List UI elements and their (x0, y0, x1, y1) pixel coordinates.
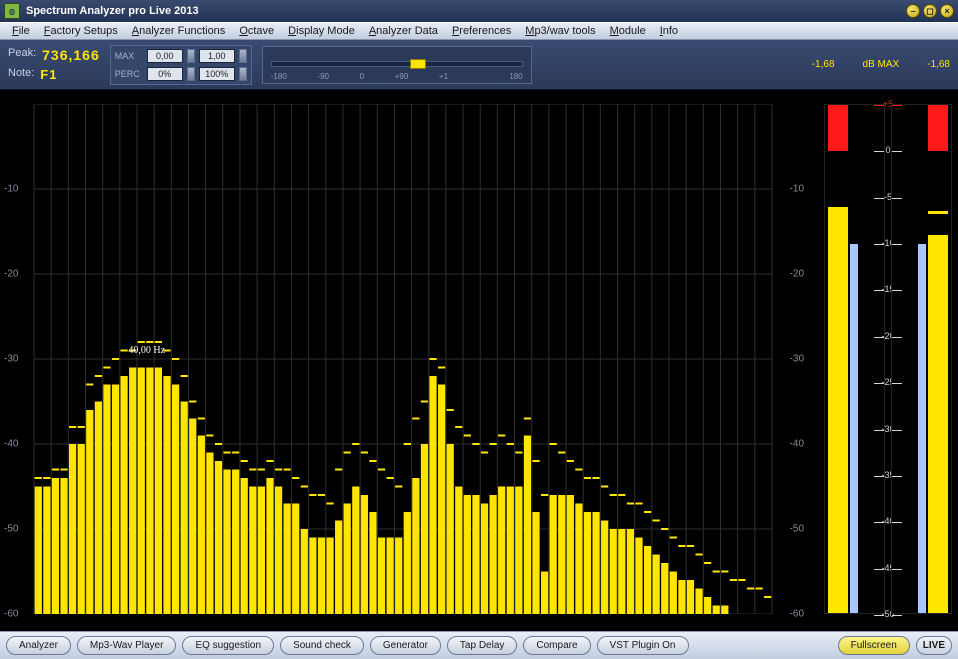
work-area: 40,00 Hz -10-20-30-40-50-60 -10-20-30-40… (0, 90, 958, 631)
menu-analyzer-functions[interactable]: Analyzer Functions (126, 24, 232, 38)
menu-file[interactable]: File (6, 24, 36, 38)
perc-a-step[interactable] (187, 67, 195, 81)
note-value: F1 (40, 67, 57, 82)
db-label: dB MAX (863, 59, 900, 70)
menu-analyzer-data[interactable]: Analyzer Data (363, 24, 444, 38)
btn-tap-delay[interactable]: Tap Delay (447, 636, 517, 655)
max-a-field[interactable]: 0,00 (147, 49, 183, 63)
db-right: -1,68 (927, 59, 950, 70)
btn-vst-plugin-on[interactable]: VST Plugin On (597, 636, 689, 655)
y-axis-right: -10-20-30-40-50-60 (776, 104, 804, 614)
perc-b-field[interactable]: 100% (199, 67, 235, 81)
db-left: -1,68 (812, 59, 835, 70)
btn-live[interactable]: LIVE (916, 636, 952, 655)
btn-sound-check[interactable]: Sound check (280, 636, 364, 655)
peak-value: 736,166 (42, 47, 100, 63)
app-icon: ◍ (4, 3, 20, 19)
close-button[interactable]: × (940, 4, 954, 18)
menu-module[interactable]: Module (604, 24, 652, 38)
perc-a-field[interactable]: 0% (147, 67, 183, 81)
max-a-step[interactable] (187, 49, 195, 63)
info-strip: Peak: 736,166 Note: F1 MAX 0,00 1,00 PER… (0, 40, 958, 90)
perc-label: PERC (115, 69, 143, 79)
btn-fullscreen[interactable]: Fullscreen (838, 636, 910, 655)
svg-text:40,00 Hz: 40,00 Hz (128, 345, 165, 356)
max-b-field[interactable]: 1,00 (199, 49, 235, 63)
peak-label: Peak: (8, 47, 36, 63)
spectrum-svg: 40,00 Hz (4, 104, 802, 614)
pan-track (271, 61, 523, 67)
btn-eq-suggestion[interactable]: EQ suggestion (182, 636, 274, 655)
button-bar: Analyzer Mp3-Wav Player EQ suggestion Sound… (0, 631, 958, 659)
titlebar: ◍ Spectrum Analyzer pro Live 2013 – ◻ × (0, 0, 958, 22)
menu-octave[interactable]: Octave (233, 24, 280, 38)
menu-factory-setups[interactable]: Factory Setups (38, 24, 124, 38)
menu-preferences[interactable]: Preferences (446, 24, 517, 38)
max-perc-box: MAX 0,00 1,00 PERC 0% 100% (110, 45, 252, 85)
menubar: FileFactory SetupsAnalyzer FunctionsOcta… (0, 22, 958, 40)
menu-mp3-wav-tools[interactable]: Mp3/wav tools (519, 24, 601, 38)
btn-analyzer[interactable]: Analyzer (6, 636, 71, 655)
pan-slider[interactable]: -180-900+90+1180 (262, 46, 532, 84)
window-title: Spectrum Analyzer pro Live 2013 (26, 5, 903, 17)
btn-compare[interactable]: Compare (523, 636, 590, 655)
meter-right[interactable] (891, 104, 952, 614)
minimize-button[interactable]: – (906, 4, 920, 18)
level-meters: +50-5-10-15-20-25-30-35-40-45-50 (824, 104, 952, 614)
btn-mp3-wav-player[interactable]: Mp3-Wav Player (77, 636, 177, 655)
menu-info[interactable]: Info (654, 24, 684, 38)
pan-handle[interactable] (410, 59, 426, 69)
pan-ticks: -180-900+90+1180 (271, 72, 523, 81)
spectrum-chart[interactable]: 40,00 Hz (4, 104, 802, 614)
perc-b-step[interactable] (239, 67, 247, 81)
maximize-button[interactable]: ◻ (923, 4, 937, 18)
btn-generator[interactable]: Generator (370, 636, 441, 655)
max-label: MAX (115, 51, 143, 61)
max-b-step[interactable] (239, 49, 247, 63)
peak-note-block: Peak: 736,166 Note: F1 (8, 47, 100, 82)
db-max-block: -1,68 dB MAX -1,68 (812, 59, 950, 70)
y-axis-left: -10-20-30-40-50-60 (4, 104, 32, 614)
note-label: Note: (8, 67, 34, 82)
menu-display-mode[interactable]: Display Mode (282, 24, 361, 38)
